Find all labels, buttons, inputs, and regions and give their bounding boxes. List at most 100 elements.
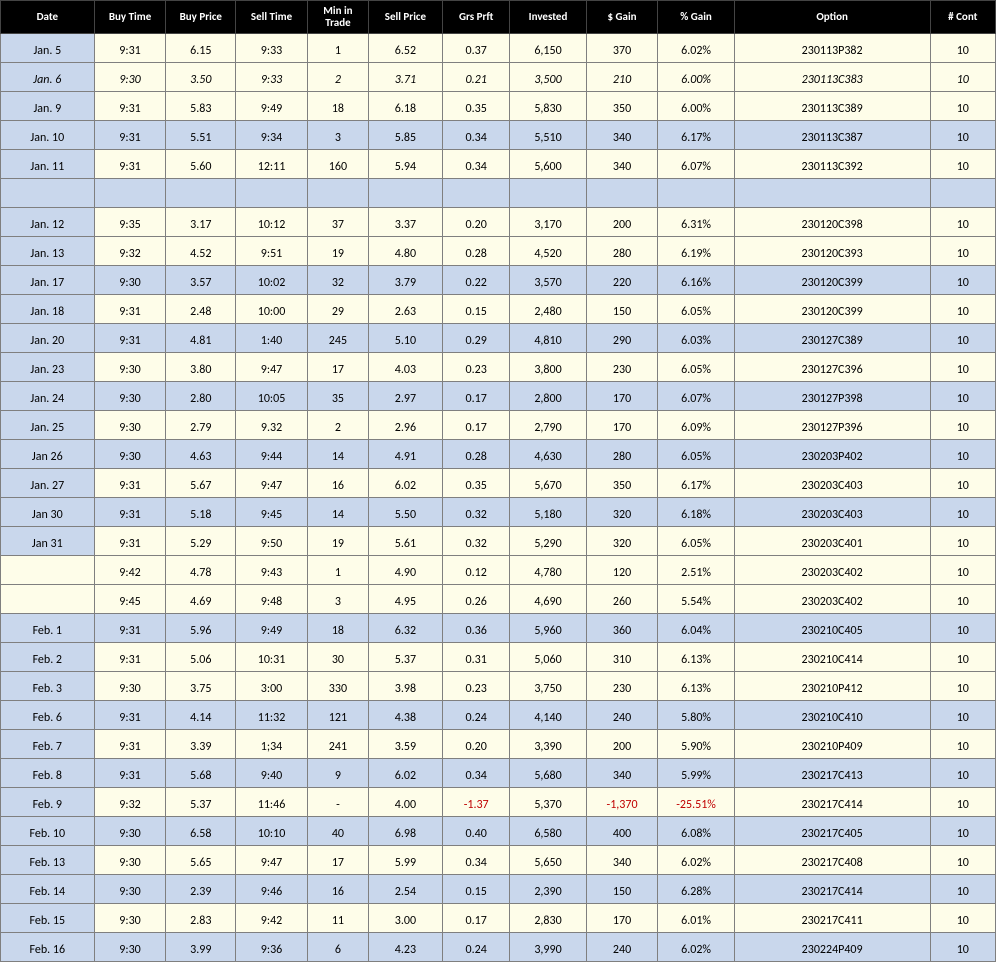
cell-gain_p: 5.90%	[658, 730, 734, 759]
cell-buy_price: 4.81	[166, 324, 236, 353]
cell-buy_time: 9:30	[94, 63, 166, 92]
cell-buy_price: 5.37	[166, 788, 236, 817]
cell-sell_price: 5.50	[368, 498, 442, 527]
cell-grs_prft: 0.23	[442, 353, 509, 382]
cell-gain_p: 6.19%	[658, 237, 734, 266]
cell-invested: 3,800	[510, 353, 586, 382]
cell-sell_price: 4.38	[368, 701, 442, 730]
cell-sell_price: 2.97	[368, 382, 442, 411]
cell-gain_d: 220	[586, 266, 658, 295]
cell-date: Feb. 16	[1, 933, 95, 962]
cell-option: 230210C414	[734, 643, 930, 672]
cell-min_trade: 32	[307, 266, 368, 295]
cell-date: Feb. 1	[1, 614, 95, 643]
cell-min_trade: 121	[307, 701, 368, 730]
cell-buy_time: 9:30	[94, 904, 166, 933]
cell-gain_d: 230	[586, 353, 658, 382]
cell-option: 230210C405	[734, 614, 930, 643]
cell-sell_price: 6.02	[368, 759, 442, 788]
cell-invested: 4,140	[510, 701, 586, 730]
cell-gain_p: 6.07%	[658, 382, 734, 411]
cell-min_trade: 14	[307, 440, 368, 469]
cell-sell_price: 5.99	[368, 846, 442, 875]
cell-sell_time: 9:44	[236, 440, 308, 469]
cell-gain_p: 6.04%	[658, 614, 734, 643]
cell-buy_time: 9:30	[94, 382, 166, 411]
cell-date: Jan. 11	[1, 150, 95, 179]
cell-sell_time: 11:46	[236, 788, 308, 817]
cell-grs_prft: 0.26	[442, 585, 509, 614]
cell-gain_p: -25.51%	[658, 788, 734, 817]
cell-sell_price: 4.90	[368, 556, 442, 585]
cell-date: Jan 30	[1, 498, 95, 527]
cell-sell_price: 3.79	[368, 266, 442, 295]
cell-gain_d: 120	[586, 556, 658, 585]
cell-invested: 5,290	[510, 527, 586, 556]
cell-sell_time: 9:48	[236, 585, 308, 614]
table-row: Jan. 59:316.159:3316.520.376,1503706.02%…	[1, 34, 996, 63]
cell-sell_price: 5.37	[368, 643, 442, 672]
cell-invested: 2,800	[510, 382, 586, 411]
cell-buy_price: 3.57	[166, 266, 236, 295]
cell-option: 230127P398	[734, 382, 930, 411]
table-row: Feb. 159:302.839:42113.000.172,8301706.0…	[1, 904, 996, 933]
table-header: DateBuy TimeBuy PriceSell TimeMin inTrad…	[1, 1, 996, 34]
cell-buy_time: 9:31	[94, 469, 166, 498]
cell-buy_price: 2.83	[166, 904, 236, 933]
cell-buy_time: 9:31	[94, 759, 166, 788]
cell-grs_prft: 0.31	[442, 643, 509, 672]
cell-min_trade: 19	[307, 237, 368, 266]
cell-n_cont: 10	[930, 295, 995, 324]
cell-n_cont	[930, 179, 995, 208]
cell-invested	[510, 179, 586, 208]
cell-gain_d: 150	[586, 295, 658, 324]
cell-min_trade: 2	[307, 411, 368, 440]
cell-invested: 5,370	[510, 788, 586, 817]
cell-gain_p: 6.05%	[658, 527, 734, 556]
cell-min_trade: 18	[307, 614, 368, 643]
cell-grs_prft: 0.28	[442, 440, 509, 469]
cell-min_trade: 3	[307, 585, 368, 614]
col-header-sell_time: Sell Time	[236, 1, 308, 34]
cell-date: Feb. 14	[1, 875, 95, 904]
cell-gain_p: 6.13%	[658, 672, 734, 701]
cell-sell_price	[368, 179, 442, 208]
cell-buy_time: 9:35	[94, 208, 166, 237]
cell-gain_d: 350	[586, 469, 658, 498]
cell-sell_price: 2.96	[368, 411, 442, 440]
cell-option: 230113C387	[734, 121, 930, 150]
cell-invested: 5,960	[510, 614, 586, 643]
cell-buy_time: 9:31	[94, 121, 166, 150]
cell-date: Jan. 24	[1, 382, 95, 411]
col-header-grs_prft: Grs Prft	[442, 1, 509, 34]
cell-option: 230217C411	[734, 904, 930, 933]
cell-sell_time: 9:49	[236, 614, 308, 643]
cell-n_cont: 10	[930, 92, 995, 121]
cell-gain_p: 6.02%	[658, 933, 734, 962]
cell-buy_time: 9:30	[94, 440, 166, 469]
cell-grs_prft: 0.29	[442, 324, 509, 353]
cell-buy_price: 5.67	[166, 469, 236, 498]
cell-buy_price: 3.99	[166, 933, 236, 962]
cell-gain_d: 170	[586, 904, 658, 933]
cell-gain_p: 6.01%	[658, 904, 734, 933]
cell-buy_price: 3.80	[166, 353, 236, 382]
cell-buy_price: 3.17	[166, 208, 236, 237]
cell-n_cont: 10	[930, 817, 995, 846]
cell-n_cont: 10	[930, 788, 995, 817]
cell-date: Jan. 10	[1, 121, 95, 150]
cell-n_cont: 10	[930, 759, 995, 788]
cell-sell_time: 9:33	[236, 63, 308, 92]
cell-option: 230203C403	[734, 498, 930, 527]
cell-sell_time: 10:00	[236, 295, 308, 324]
table-row: Feb. 69:314.1411:321214.380.244,1402405.…	[1, 701, 996, 730]
cell-option: 230113C392	[734, 150, 930, 179]
cell-invested: 6,150	[510, 34, 586, 63]
cell-min_trade: 40	[307, 817, 368, 846]
cell-n_cont: 10	[930, 672, 995, 701]
cell-option: 230210P409	[734, 730, 930, 759]
cell-option: 230113C389	[734, 92, 930, 121]
cell-invested: 4,520	[510, 237, 586, 266]
col-header-buy_time: Buy Time	[94, 1, 166, 34]
cell-gain_d: 370	[586, 34, 658, 63]
